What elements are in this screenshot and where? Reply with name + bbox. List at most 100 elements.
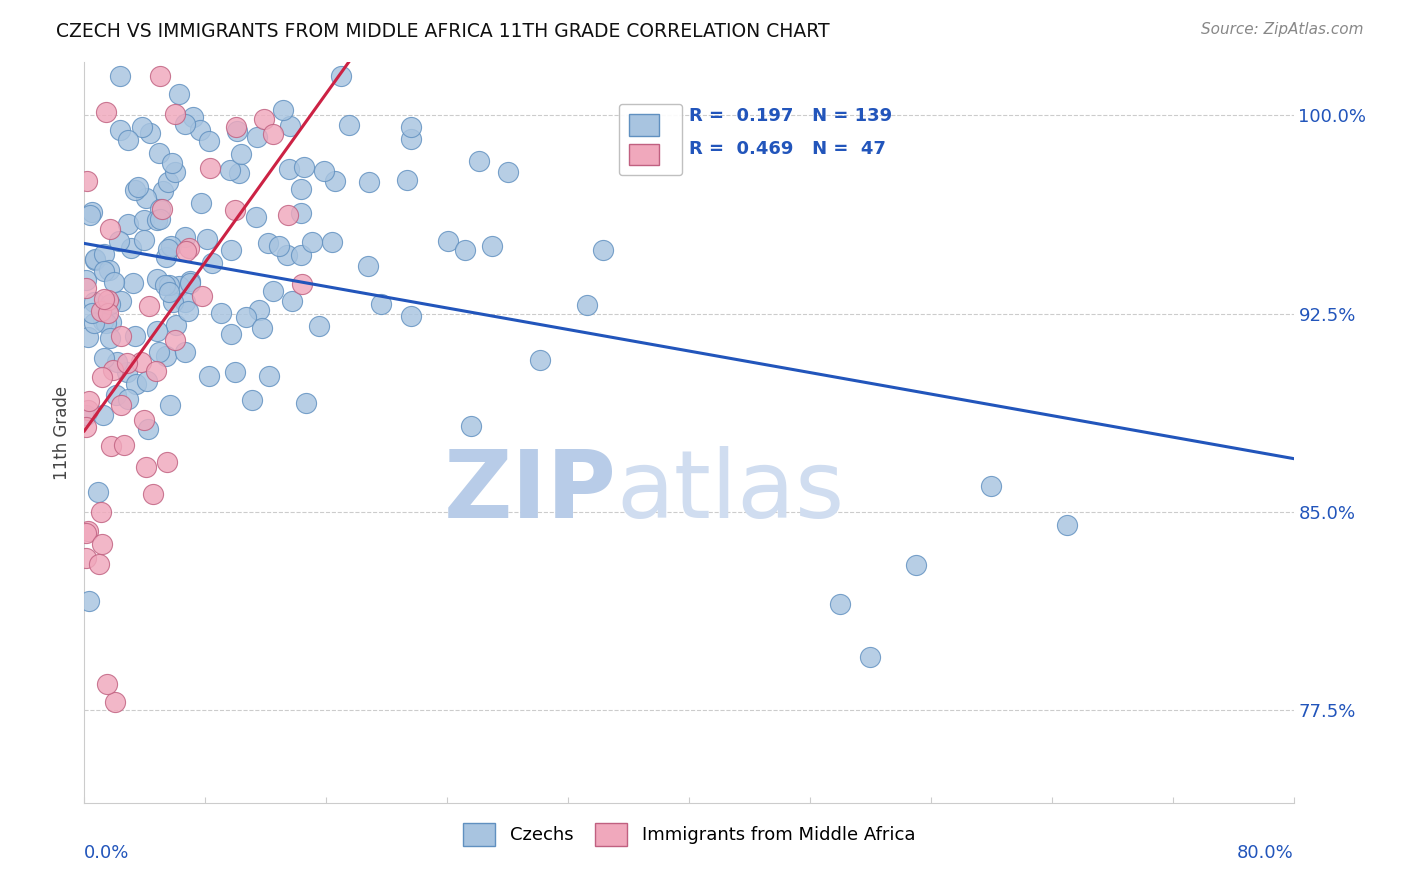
Point bbox=[124, 329, 146, 343]
Point bbox=[159, 398, 181, 412]
Text: R =  0.197   N = 139: R = 0.197 N = 139 bbox=[689, 108, 891, 126]
Point bbox=[156, 175, 179, 189]
Point bbox=[127, 180, 149, 194]
Point bbox=[94, 317, 117, 331]
Point bbox=[120, 241, 142, 255]
Point bbox=[150, 202, 173, 216]
Point bbox=[93, 264, 115, 278]
Point bbox=[246, 130, 269, 145]
Point bbox=[229, 146, 252, 161]
Point bbox=[90, 505, 112, 519]
Point bbox=[124, 183, 146, 197]
Point bbox=[82, 306, 104, 320]
Point bbox=[93, 247, 115, 261]
Point bbox=[496, 164, 519, 178]
Point bbox=[165, 107, 187, 121]
Point bbox=[575, 297, 598, 311]
Point bbox=[155, 349, 177, 363]
Point bbox=[86, 485, 108, 500]
Point bbox=[330, 69, 353, 83]
Point bbox=[174, 230, 197, 244]
Point bbox=[224, 366, 246, 380]
Point bbox=[93, 351, 115, 366]
Point bbox=[145, 364, 167, 378]
Point bbox=[177, 304, 200, 318]
Point bbox=[314, 163, 336, 178]
Point bbox=[148, 146, 170, 161]
Point bbox=[155, 250, 177, 264]
Point bbox=[460, 418, 482, 433]
Point bbox=[146, 324, 169, 338]
Point bbox=[454, 243, 477, 257]
Point bbox=[174, 345, 197, 359]
Point bbox=[163, 333, 186, 347]
Point bbox=[262, 285, 284, 299]
Text: 0.0%: 0.0% bbox=[84, 844, 129, 862]
Point bbox=[181, 110, 204, 124]
Point bbox=[75, 525, 97, 540]
Point bbox=[117, 356, 139, 370]
Point bbox=[198, 161, 221, 176]
Point bbox=[370, 297, 392, 311]
Point bbox=[179, 276, 201, 290]
Point bbox=[904, 558, 927, 572]
Point bbox=[276, 248, 298, 262]
Point bbox=[280, 294, 302, 309]
Point bbox=[142, 487, 165, 501]
Y-axis label: 11th Grade: 11th Grade bbox=[53, 385, 72, 480]
Text: 80.0%: 80.0% bbox=[1237, 844, 1294, 862]
Point bbox=[115, 365, 138, 379]
Point bbox=[96, 677, 118, 691]
Point bbox=[859, 650, 882, 665]
Text: atlas: atlas bbox=[616, 446, 845, 538]
Point bbox=[295, 396, 318, 410]
Point bbox=[174, 294, 197, 309]
Point bbox=[110, 294, 132, 309]
Point bbox=[219, 162, 242, 177]
Point bbox=[129, 354, 152, 368]
Point bbox=[278, 119, 301, 133]
Point bbox=[138, 126, 160, 140]
Point bbox=[179, 242, 201, 256]
Point bbox=[165, 318, 187, 332]
Point bbox=[219, 327, 242, 342]
Point bbox=[84, 253, 107, 268]
Point bbox=[104, 695, 127, 709]
Point bbox=[77, 394, 100, 409]
Point bbox=[399, 120, 422, 134]
Point bbox=[132, 213, 155, 227]
Point bbox=[290, 182, 312, 196]
Point bbox=[242, 393, 264, 408]
Point bbox=[291, 277, 314, 291]
Point bbox=[75, 280, 97, 294]
Point bbox=[190, 195, 212, 210]
Point bbox=[359, 175, 381, 189]
Point bbox=[91, 369, 114, 384]
Point bbox=[157, 278, 180, 293]
Point bbox=[308, 318, 330, 333]
Point bbox=[89, 557, 111, 571]
Point bbox=[195, 232, 218, 246]
Point bbox=[108, 234, 131, 248]
Point bbox=[146, 213, 169, 227]
Text: ZIP: ZIP bbox=[443, 446, 616, 538]
Point bbox=[122, 277, 145, 291]
Point bbox=[110, 398, 132, 412]
Point bbox=[980, 478, 1002, 492]
Text: R =  0.469   N =  47: R = 0.469 N = 47 bbox=[689, 140, 886, 158]
Point bbox=[75, 408, 97, 422]
Point bbox=[292, 160, 315, 174]
Point bbox=[83, 294, 105, 309]
Point bbox=[173, 117, 195, 131]
Point bbox=[136, 421, 159, 435]
Point bbox=[160, 239, 183, 253]
Point bbox=[112, 438, 135, 452]
Point bbox=[290, 205, 312, 219]
Point bbox=[103, 276, 125, 290]
Point bbox=[437, 235, 460, 249]
Point bbox=[97, 306, 120, 320]
Point bbox=[100, 439, 122, 453]
Point bbox=[93, 293, 115, 307]
Point bbox=[157, 242, 180, 256]
Point bbox=[201, 255, 224, 269]
